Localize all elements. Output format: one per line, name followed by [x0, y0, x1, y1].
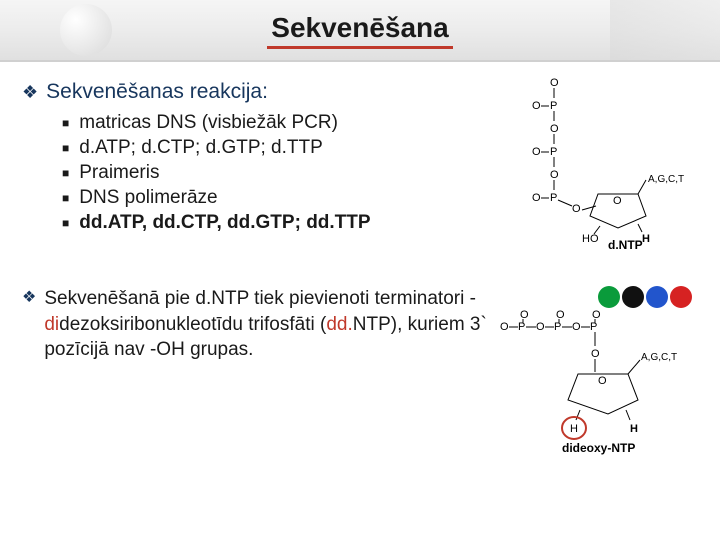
svg-text:dideoxy-NTP: dideoxy-NTP [562, 441, 635, 455]
svg-text:O: O [550, 77, 559, 89]
svg-text:P: P [550, 146, 557, 158]
text-segment: dezoksiribonukleotīdu trifosfāti ( [59, 314, 326, 335]
base-circle-icon [646, 286, 668, 308]
list-item: ■ Praimeris [62, 162, 520, 184]
square-bullet-icon: ■ [62, 187, 69, 209]
diagram-1-dntp: O PO O PO O PO O O A,G,C,T HO H d.NTP [520, 76, 698, 256]
header-decor-right [610, 0, 720, 60]
svg-text:P: P [518, 321, 525, 333]
ddntp-structure-icon: O PO O PO O PO O O A,G,C,T H H [498, 310, 698, 470]
slide-title: Sekvenēšana [267, 12, 452, 49]
svg-text:O: O [532, 100, 541, 112]
svg-text:O: O [598, 375, 607, 387]
svg-text:d.NTP: d.NTP [608, 238, 643, 251]
svg-text:A,G,C,T: A,G,C,T [641, 352, 677, 363]
dntp-structure-icon: O PO O PO O PO O O A,G,C,T HO H d.NTP [528, 76, 698, 251]
list-item-text: Praimeris [79, 162, 159, 184]
section-2-paragraph: ❖ Sekvenēšanā pie d.NTP tiek pievienoti … [22, 286, 490, 363]
svg-text:O: O [613, 195, 622, 207]
list-item: ■ DNS polimerāze [62, 187, 520, 209]
section-1-text: ❖ Sekvenēšanas reakcija: ■ matricas DNS … [22, 76, 520, 237]
section-1-heading: ❖ Sekvenēšanas reakcija: [22, 80, 520, 104]
svg-text:O: O [536, 321, 545, 333]
list-item: ■ d.ATP; d.CTP; d.GTP; d.TTP [62, 137, 520, 159]
svg-text:O: O [520, 310, 529, 321]
base-circle-icon [622, 286, 644, 308]
text-highlight: di [44, 314, 59, 335]
section-2-text: ❖ Sekvenēšanā pie d.NTP tiek pievienoti … [22, 286, 490, 363]
svg-text:P: P [550, 192, 557, 204]
list-item-text: DNS polimerāze [79, 187, 217, 209]
section-1-row: ❖ Sekvenēšanas reakcija: ■ matricas DNS … [22, 76, 698, 256]
list-item-text: dd.ATP, dd.CTP, dd.GTP; dd.TTP [79, 212, 370, 234]
svg-text:P: P [550, 100, 557, 112]
base-circle-icon [670, 286, 692, 308]
list-item: ■ matricas DNS (visbiežāk PCR) [62, 112, 520, 134]
square-bullet-icon: ■ [62, 112, 69, 134]
svg-text:O: O [550, 123, 559, 135]
svg-text:O: O [591, 348, 600, 360]
svg-text:O: O [556, 310, 565, 321]
svg-text:H: H [570, 423, 578, 435]
list-item: ■ dd.ATP, dd.CTP, dd.GTP; dd.TTP [62, 212, 520, 234]
base-color-circles [502, 286, 692, 308]
svg-text:A,G,C,T: A,G,C,T [648, 174, 684, 185]
header-band: Sekvenēšana [0, 0, 720, 62]
svg-text:O: O [532, 192, 541, 204]
text-highlight: dd. [326, 314, 352, 335]
diamond-bullet-icon: ❖ [22, 80, 38, 104]
svg-text:O: O [532, 146, 541, 158]
svg-text:P: P [590, 321, 597, 333]
base-circle-icon [598, 286, 620, 308]
section-2-row: ❖ Sekvenēšanā pie d.NTP tiek pievienoti … [22, 286, 698, 475]
svg-text:P: P [554, 321, 561, 333]
section-2-body: Sekvenēšanā pie d.NTP tiek pievienoti te… [44, 286, 490, 363]
text-segment: Sekvenēšanā pie d.NTP tiek pievienoti te… [44, 288, 476, 309]
svg-text:HO: HO [582, 233, 599, 245]
diamond-bullet-icon: ❖ [22, 286, 36, 310]
square-bullet-icon: ■ [62, 137, 69, 159]
svg-text:H: H [630, 423, 638, 435]
list-item-text: d.ATP; d.CTP; d.GTP; d.TTP [79, 137, 323, 159]
list-item-text: matricas DNS (visbiežāk PCR) [79, 112, 338, 134]
square-bullet-icon: ■ [62, 162, 69, 184]
svg-text:H: H [642, 233, 650, 245]
svg-text:O: O [550, 169, 559, 181]
content-area: ❖ Sekvenēšanas reakcija: ■ matricas DNS … [0, 62, 720, 475]
section-1-list: ■ matricas DNS (visbiežāk PCR) ■ d.ATP; … [62, 112, 520, 234]
svg-text:O: O [500, 321, 509, 333]
svg-text:O: O [592, 310, 601, 321]
diagram-2-ddntp: O PO O PO O PO O O A,G,C,T H H [490, 286, 698, 475]
section-1-heading-text: Sekvenēšanas reakcija: [46, 80, 268, 104]
square-bullet-icon: ■ [62, 212, 69, 234]
svg-text:O: O [572, 203, 581, 215]
header-decor-circle [60, 4, 112, 56]
svg-text:O: O [572, 321, 581, 333]
